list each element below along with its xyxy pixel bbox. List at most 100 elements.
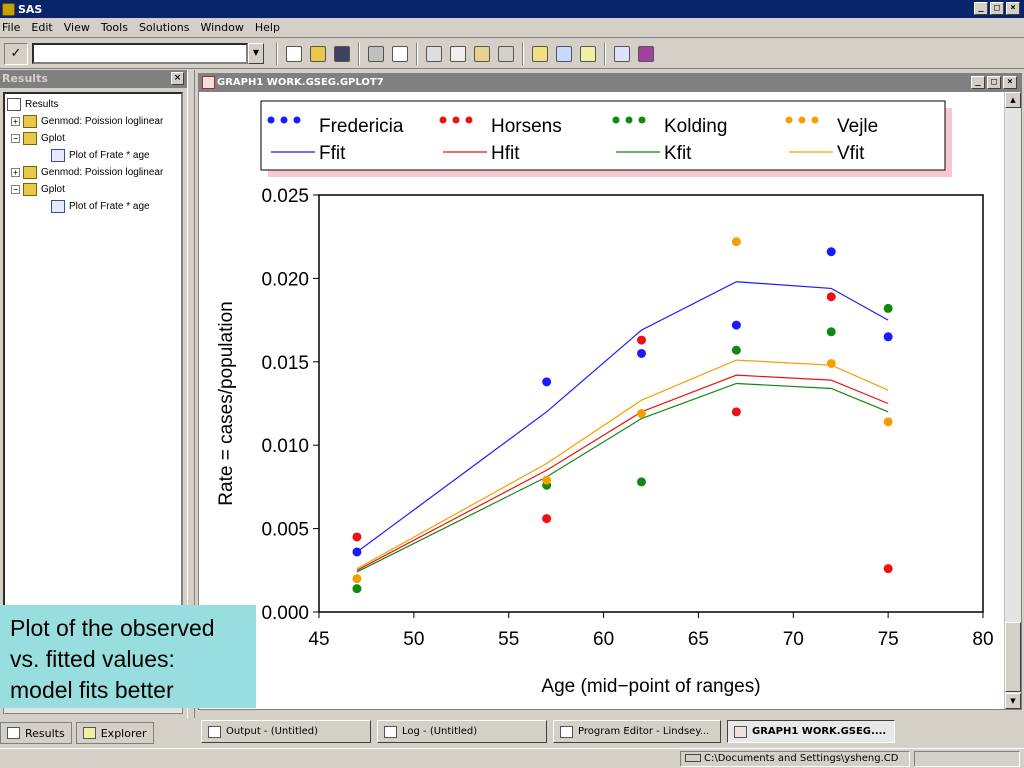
tab-explorer[interactable]: Explorer [75,722,154,744]
tree-item[interactable]: + Genmod: Poission loglinear [7,164,179,181]
help-book-icon[interactable] [638,45,654,62]
tree-item[interactable]: Results [7,96,179,113]
drive-icon [685,754,701,762]
legend-marker [811,116,819,124]
menu-edit[interactable]: Edit [31,21,53,34]
menu-window[interactable]: Window [200,21,244,34]
pane-splitter[interactable] [187,70,195,718]
print-preview-icon[interactable] [392,45,408,62]
y-tick-label: 0.025 [261,186,309,207]
close-button[interactable]: × [1006,2,1020,15]
explorer-icon[interactable] [556,45,572,62]
x-tick-label: 45 [308,629,329,650]
menu-tools[interactable]: Tools [100,21,128,34]
undo-icon[interactable] [498,45,514,62]
maximize-button[interactable]: □ [990,2,1004,15]
tree-item[interactable]: Plot of Frate * age [7,147,179,164]
legend-marker [267,116,275,124]
results-tree: Results + Genmod: Poission loglinear − G… [3,92,183,698]
task-log[interactable]: Log - (Untitled) [377,720,547,743]
data-point-vejle [731,237,741,247]
menu-help[interactable]: Help [254,21,280,34]
data-point-fredericia [883,332,893,342]
maximize-button[interactable]: □ [987,76,1001,89]
y-tick-label: 0.000 [261,603,309,624]
tab-label: Results [25,726,65,740]
minimize-button[interactable]: _ [971,76,985,89]
submit-command-button[interactable]: ✓ [4,42,28,65]
legend-label: Fredericia [319,116,404,137]
minimize-button[interactable]: _ [974,2,988,15]
data-point-horsens [731,407,741,417]
results-icon[interactable] [580,45,596,62]
graph-vertical-scrollbar[interactable]: ▲ ▼ [1004,92,1021,709]
data-point-vejle [826,358,836,368]
legend-label: Kfit [664,143,692,164]
command-dropdown-button[interactable]: ▼ [248,43,264,64]
close-button[interactable]: × [1003,76,1017,89]
close-results-button[interactable]: × [171,72,184,85]
data-point-fredericia [731,320,741,330]
scroll-up-button[interactable]: ▲ [1005,92,1021,108]
data-point-fredericia [826,247,836,257]
menu-file[interactable]: File [2,21,21,34]
graph-icon [51,200,65,213]
data-point-vejle [352,574,362,584]
menu-solutions[interactable]: Solutions [138,21,190,34]
caption-line: model fits better [10,677,174,703]
tree-item[interactable]: − Gplot [7,130,179,147]
tree-item[interactable]: − Gplot [7,181,179,198]
menu-view[interactable]: View [63,21,90,34]
data-point-horsens [542,514,552,524]
save-icon[interactable] [334,45,350,62]
legend-label: Horsens [491,116,562,137]
expand-icon[interactable]: + [11,168,20,177]
current-folder[interactable]: C:\Documents and Settings\ysheng.CD [680,751,910,767]
tree-item[interactable]: + Genmod: Poission loglinear [7,113,179,130]
data-point-kolding [826,327,836,337]
data-point-fredericia [352,547,362,557]
legend-box [260,100,946,171]
toolbar: ✓ ▼ [0,39,1024,69]
scroll-down-button[interactable]: ▼ [1005,693,1021,709]
print-icon[interactable] [368,45,384,62]
folder-icon [23,166,37,179]
paste-icon[interactable] [474,45,490,62]
x-tick-label: 50 [403,629,424,650]
tree-item[interactable]: Plot of Frate * age [7,198,179,215]
task-graph[interactable]: GRAPH1 WORK.GSEG.... [727,720,895,743]
collapse-icon[interactable]: − [11,185,20,194]
log-icon [384,725,397,738]
new-icon[interactable] [286,45,302,62]
x-tick-label: 80 [972,629,993,650]
edit-graph-icon[interactable] [614,45,630,62]
collapse-icon[interactable]: − [11,134,20,143]
data-point-horsens [352,532,362,542]
cut-icon[interactable] [426,45,442,62]
x-tick-label: 55 [498,629,519,650]
x-tick-label: 75 [878,629,899,650]
legend-marker [439,116,447,124]
copy-icon[interactable] [450,45,466,62]
data-point-kolding [731,345,741,355]
scroll-thumb[interactable] [1005,622,1021,692]
tab-label: Explorer [100,726,147,740]
library-icon[interactable] [532,45,548,62]
legend-marker [625,116,633,124]
tab-results[interactable]: Results [0,722,72,744]
graph-window-title-bar: GRAPH1 WORK.GSEG.GPLOT7 _ □ × [199,74,1021,92]
legend-label: Vfit [837,143,865,164]
data-point-horsens [883,564,893,574]
expand-icon[interactable]: + [11,117,20,126]
tree-item-label: Genmod: Poission loglinear [41,116,164,127]
data-point-fredericia [637,348,647,358]
task-program-editor[interactable]: Program Editor - Lindsey... [553,720,721,743]
caption-line: Plot of the observed [10,615,215,641]
legend-marker [465,116,473,124]
task-output[interactable]: Output - (Untitled) [201,720,371,743]
open-icon[interactable] [310,45,326,62]
data-point-kolding [883,303,893,313]
folder-icon [23,115,37,128]
legend-label: Vejle [837,116,878,137]
command-input[interactable] [32,43,248,64]
